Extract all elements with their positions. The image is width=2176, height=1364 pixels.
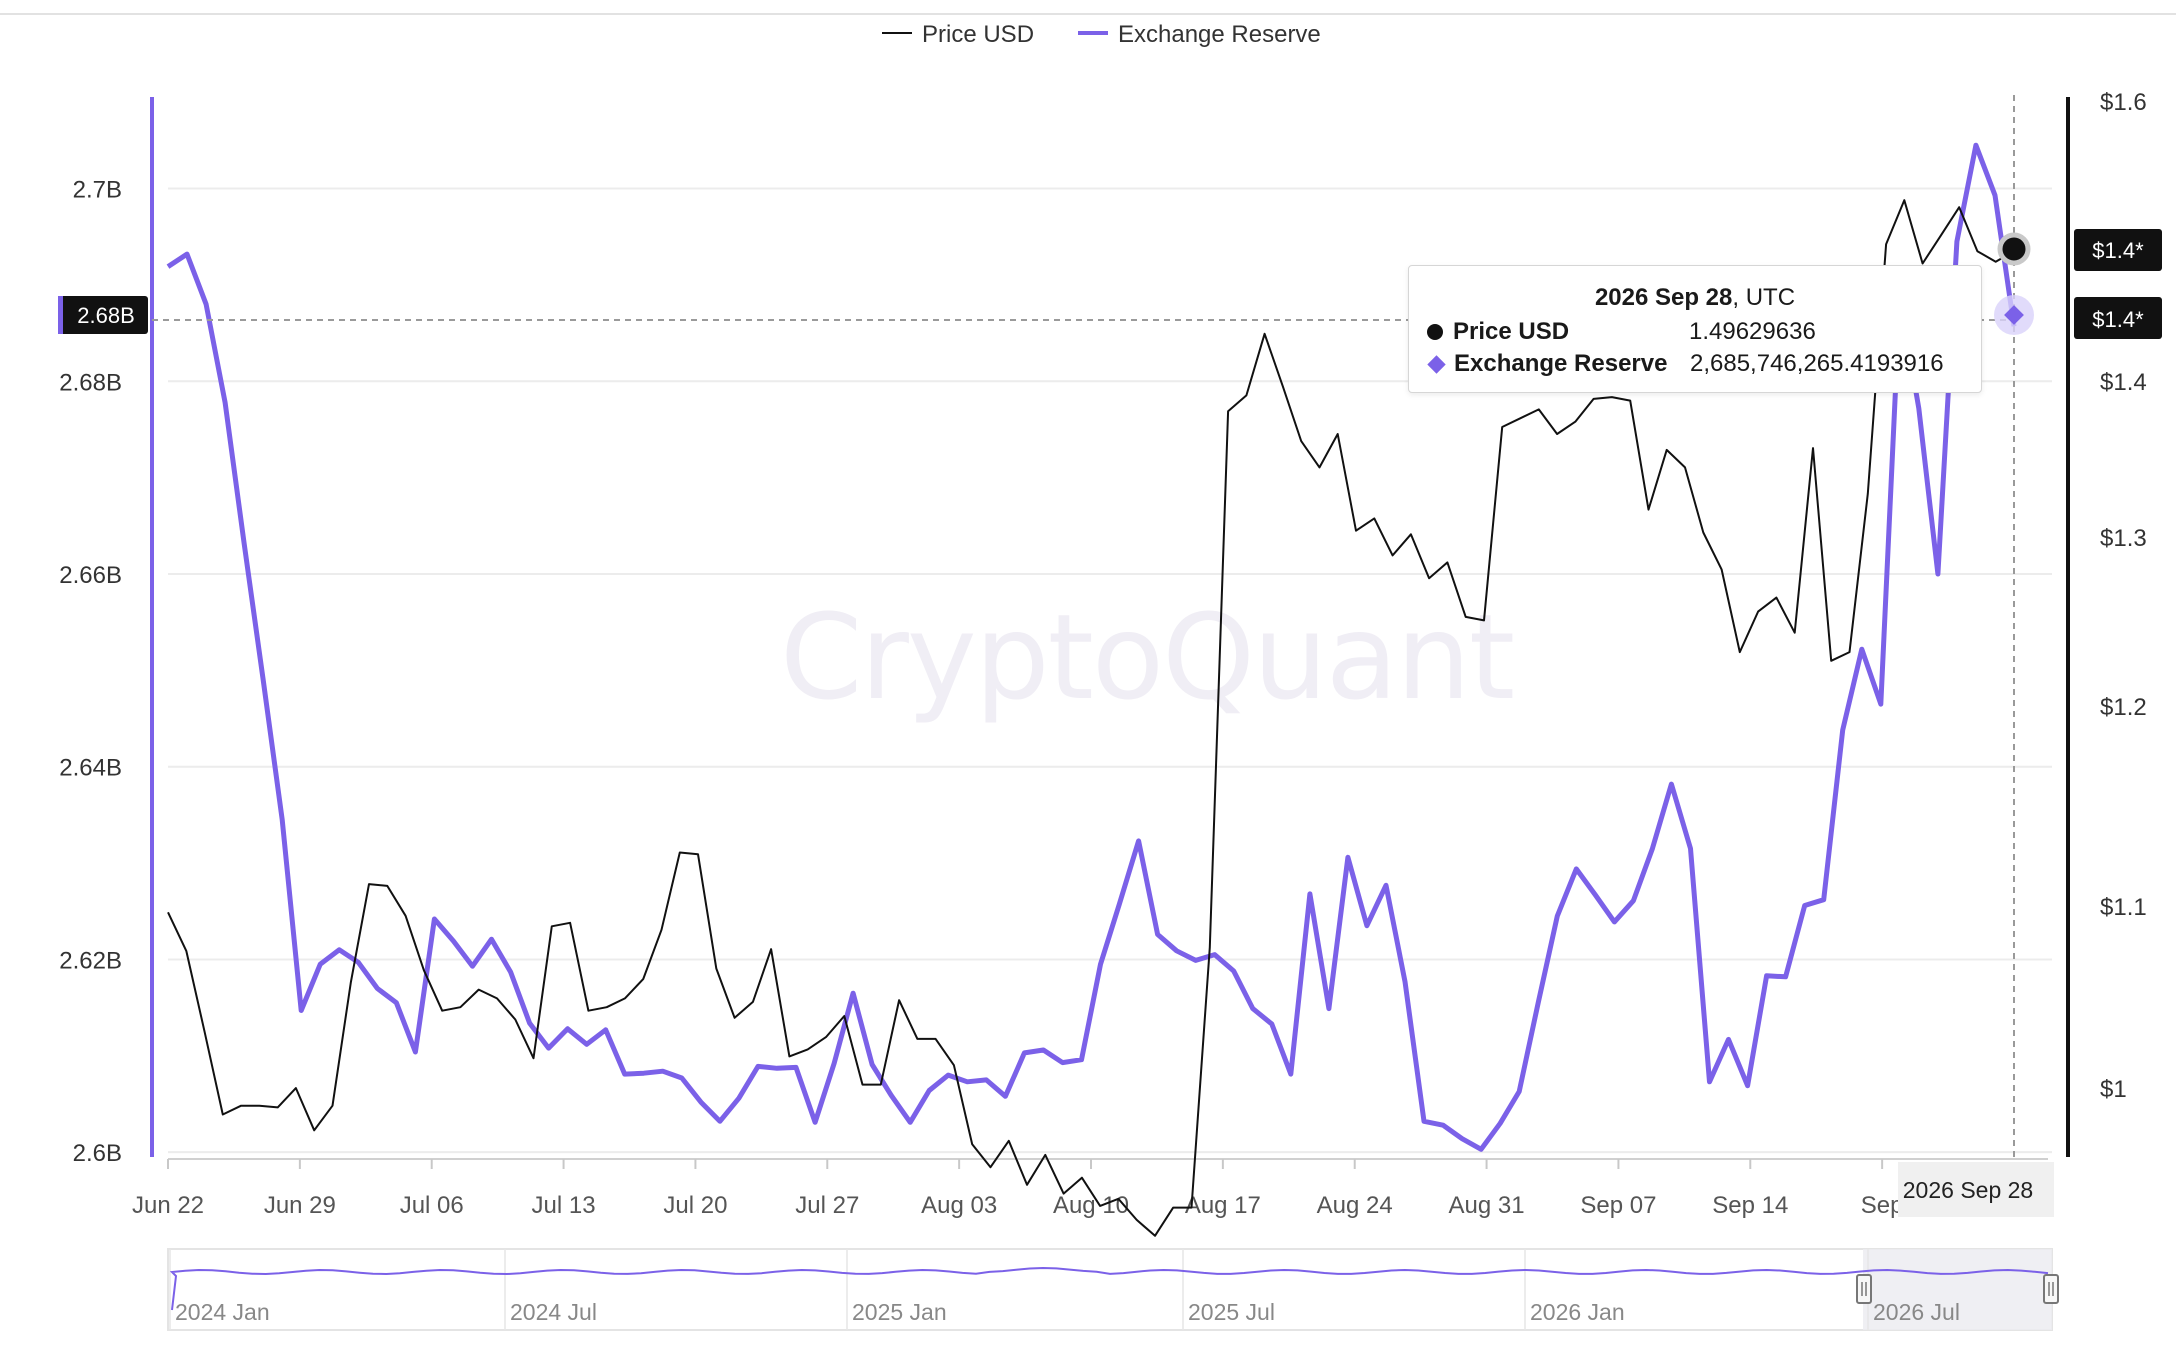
left-tick-label: 2.68B — [59, 369, 122, 396]
navigator-label: 2026 Jul — [1873, 1299, 1960, 1325]
reserve-line[interactable] — [166, 142, 2017, 1152]
right-tick-label: $1.4 — [2100, 369, 2147, 396]
navigator-selection[interactable] — [1863, 1249, 2052, 1330]
tooltip-reserve-row: Exchange Reserve 2,685,746,265.4193916 — [1427, 349, 1944, 379]
legend-price-label[interactable]: Price USD — [922, 21, 1034, 48]
grid — [168, 187, 2052, 1154]
reserve-marker — [2004, 305, 2024, 325]
legend-reserve-label[interactable]: Exchange Reserve — [1118, 21, 1321, 48]
navigator-label: 2024 Jul — [510, 1299, 597, 1325]
right-axis: $1 $1.1 $1.2 $1.3 $1.4 $1.6 — [2066, 89, 2147, 1157]
date-badge: 2026 Sep 28 — [1898, 1162, 2054, 1217]
tooltip-header: 2026 Sep 28, UTC — [1409, 284, 1981, 312]
tooltip-price-label: Price USD — [1453, 318, 1570, 345]
x-tick-label: Sep 14 — [1712, 1192, 1788, 1219]
x-tick-label: Sep 07 — [1580, 1192, 1656, 1219]
x-tick-label: Jul 27 — [795, 1192, 859, 1219]
x-tick-label: Jul 20 — [663, 1192, 727, 1219]
navigator-ticks: 2024 Jan 2024 Jul 2025 Jan 2025 Jul 2026 Jan… — [169, 1249, 1960, 1330]
x-tick-label: Aug 10 — [1053, 1192, 1129, 1219]
navigator-track[interactable] — [167, 1248, 2053, 1331]
left-axis: 2.6B 2.62B 2.64B 2.66B 2.68B 2.7B — [59, 97, 154, 1167]
right-tick-label: $1.3 — [2100, 525, 2147, 552]
left-tick-label: 2.66B — [59, 562, 122, 589]
price-dot-icon — [1427, 324, 1443, 340]
x-tick-label: Jul 13 — [532, 1192, 596, 1219]
x-tick-label: Aug 24 — [1317, 1192, 1393, 1219]
date-label: 2026 Sep 28 — [1903, 1177, 2033, 1203]
navigator[interactable]: 2024 Jan 2024 Jul 2025 Jan 2025 Jul 2026 Jan… — [167, 1248, 2059, 1331]
left-tick-label: 2.62B — [59, 947, 122, 974]
price-line[interactable] — [167, 199, 2015, 1237]
navigator-handle-right[interactable] — [2043, 1274, 2059, 1304]
reserve-diamond-icon — [1427, 355, 1446, 374]
right-price-label: $1.4* — [2092, 238, 2144, 263]
left-value-label: 2.68B — [77, 303, 135, 328]
legend[interactable]: Price USD Exchange Reserve — [882, 21, 1321, 48]
navigator-series — [169, 1266, 2049, 1311]
x-tick-label: Aug 17 — [1185, 1192, 1261, 1219]
tooltip-price-row: Price USD 1.49629636 — [1427, 317, 1816, 347]
x-axis: Jun 22 Jun 29 Jul 06 Jul 13 Jul 20 Jul 27 Aug … — [132, 1158, 2048, 1219]
tooltip-price-value: 1.49629636 — [1689, 318, 1816, 345]
tooltip-reserve-label: Exchange Reserve — [1454, 350, 1668, 377]
x-tick-label: Jul 06 — [400, 1192, 464, 1219]
x-tick-label: Aug 31 — [1449, 1192, 1525, 1219]
left-tick-label: 2.64B — [59, 755, 122, 782]
x-tick-label: Jun 29 — [264, 1192, 336, 1219]
series-layer — [166, 142, 2017, 1237]
navigator-handle-left[interactable] — [1856, 1274, 1872, 1304]
right-reserve-badge: $1.4* — [2074, 297, 2162, 339]
x-tick-label: Aug 03 — [921, 1192, 997, 1219]
right-tick-label: $1.2 — [2100, 694, 2147, 721]
price-marker — [1997, 232, 2031, 266]
tooltip: 2026 Sep 28, UTC Price USD 1.49629636 Exc… — [1408, 265, 1982, 393]
right-tick-label: $1 — [2100, 1076, 2127, 1103]
tooltip-tz: , UTC — [1732, 284, 1796, 311]
x-tick-label: Jun 22 — [132, 1192, 204, 1219]
watermark: CryptoQuant — [780, 588, 1515, 726]
navigator-label: 2025 Jul — [1188, 1299, 1275, 1325]
x-tick-label: Sep — [1861, 1192, 1904, 1219]
right-price-badge: $1.4* — [2074, 229, 2162, 271]
right-tick-label: $1.6 — [2100, 89, 2147, 116]
tooltip-date: 2026 Sep 28 — [1594, 284, 1733, 311]
left-tick-label: 2.6B — [73, 1140, 122, 1167]
tooltip-reserve-value: 2,685,746,265.4193916 — [1690, 350, 1944, 377]
navigator-label: 2026 Jan — [1530, 1299, 1625, 1325]
right-tick-label: $1.1 — [2100, 894, 2147, 921]
left-tick-label: 2.7B — [73, 177, 122, 204]
navigator-label: 2025 Jan — [852, 1299, 947, 1325]
navigator-label: 2024 Jan — [175, 1299, 270, 1325]
right-reserve-label: $1.4* — [2092, 307, 2144, 332]
left-value-badge: 2.68B — [58, 296, 148, 334]
